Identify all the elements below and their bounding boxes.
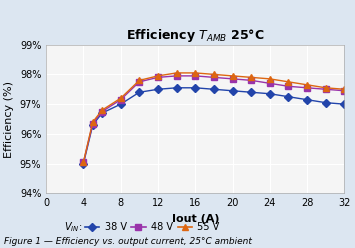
Text: $V_{IN}$:: $V_{IN}$: (64, 220, 82, 234)
Text: 55 V: 55 V (197, 222, 219, 232)
Text: 38 V: 38 V (105, 222, 127, 232)
X-axis label: Iout (A): Iout (A) (171, 214, 219, 224)
Y-axis label: Efficiency (%): Efficiency (%) (4, 81, 14, 157)
Title: Efficiency $T_{AMB}$ 25°C: Efficiency $T_{AMB}$ 25°C (126, 27, 264, 44)
Text: 48 V: 48 V (151, 222, 173, 232)
Text: Figure 1 — Efficiency vs. output current, 25°C ambient: Figure 1 — Efficiency vs. output current… (4, 237, 251, 246)
